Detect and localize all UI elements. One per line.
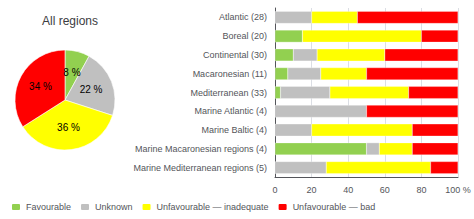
svg-text:Boreal (20): Boreal (20) bbox=[222, 31, 267, 41]
svg-text:8 %: 8 % bbox=[63, 67, 80, 78]
svg-text:20: 20 bbox=[307, 185, 317, 195]
svg-text:0: 0 bbox=[272, 185, 277, 195]
svg-text:Marine Macaronesian regions (4: Marine Macaronesian regions (4) bbox=[135, 144, 267, 154]
svg-text:Continental (30): Continental (30) bbox=[203, 50, 267, 60]
svg-text:Marine Atlantic (4): Marine Atlantic (4) bbox=[194, 106, 267, 116]
svg-text:Favourable: Favourable bbox=[26, 202, 71, 212]
svg-text:22 %: 22 % bbox=[80, 84, 103, 95]
svg-text:Marine Baltic (4): Marine Baltic (4) bbox=[201, 125, 267, 135]
svg-text:Macaronesian (11): Macaronesian (11) bbox=[193, 69, 267, 79]
svg-text:80: 80 bbox=[416, 185, 426, 195]
svg-text:Mediterranean (33): Mediterranean (33) bbox=[190, 88, 267, 98]
svg-text:40: 40 bbox=[343, 185, 353, 195]
svg-text:60: 60 bbox=[380, 185, 390, 195]
svg-text:36 %: 36 % bbox=[57, 122, 80, 133]
svg-text:34 %: 34 % bbox=[29, 81, 52, 92]
svg-text:Marine Mediterranean regions (: Marine Mediterranean regions (5) bbox=[133, 163, 267, 173]
svg-text:Unknown: Unknown bbox=[95, 202, 133, 212]
svg-text:100 %: 100 % bbox=[445, 185, 471, 195]
svg-text:All regions: All regions bbox=[42, 14, 98, 28]
svg-text:Atlantic (28): Atlantic (28) bbox=[219, 12, 267, 22]
svg-text:Unfavourable — bad: Unfavourable — bad bbox=[293, 202, 376, 212]
svg-text:Unfavourable — inadequate: Unfavourable — inadequate bbox=[157, 202, 269, 212]
